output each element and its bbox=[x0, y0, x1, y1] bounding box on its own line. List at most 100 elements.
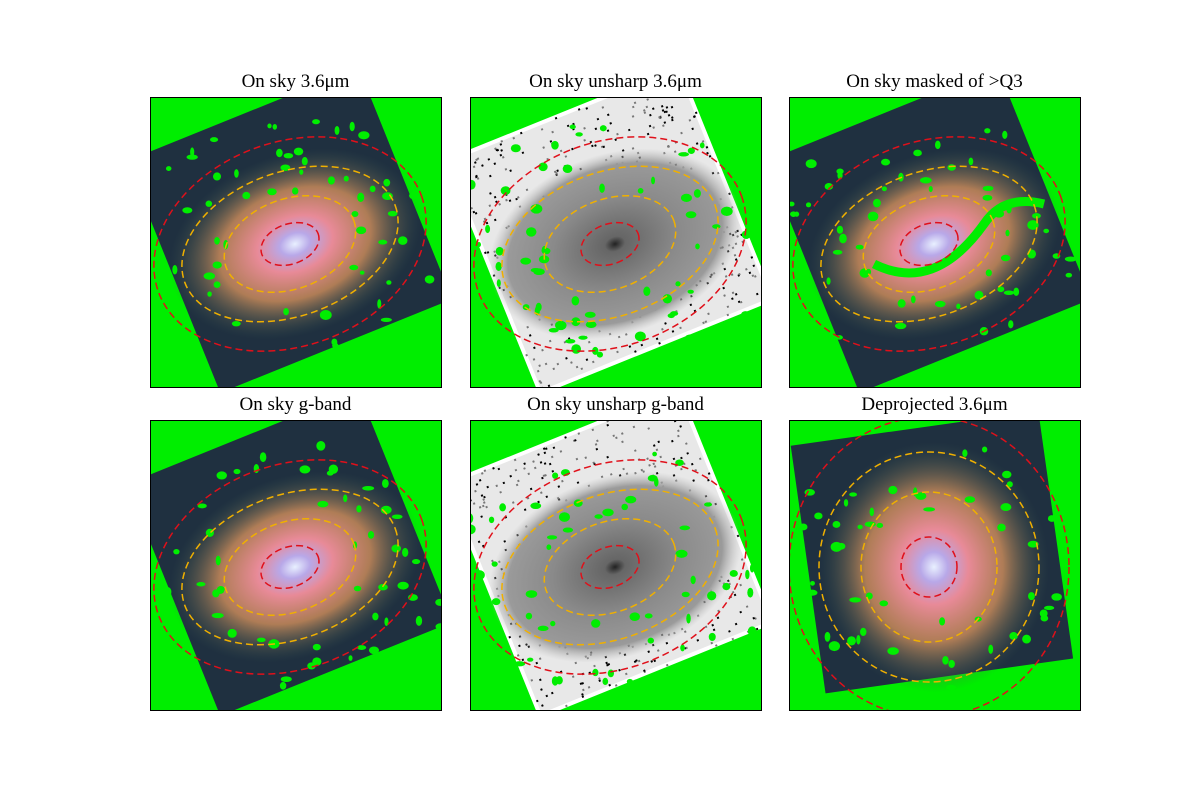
noise bbox=[616, 350, 619, 354]
noise bbox=[734, 622, 738, 626]
noise bbox=[731, 637, 735, 641]
panel-frame bbox=[150, 420, 442, 711]
noise bbox=[511, 501, 515, 504]
mask-blob bbox=[163, 586, 172, 597]
noise bbox=[509, 169, 512, 172]
mask-blob bbox=[1028, 592, 1035, 601]
noise bbox=[538, 657, 542, 660]
fit-ellipse bbox=[792, 136, 1066, 352]
noise bbox=[680, 131, 683, 135]
noise bbox=[474, 161, 477, 164]
noise bbox=[487, 158, 491, 161]
mask-blob bbox=[894, 322, 907, 330]
mask-blob bbox=[231, 320, 241, 327]
mask-blob bbox=[216, 471, 227, 480]
fit-ellipse bbox=[181, 488, 399, 646]
mask-blob bbox=[720, 206, 733, 217]
noise bbox=[542, 146, 545, 149]
mask-blob bbox=[708, 632, 716, 642]
noise bbox=[587, 340, 591, 344]
noise bbox=[647, 650, 651, 653]
noise bbox=[712, 628, 716, 632]
noise bbox=[702, 321, 705, 325]
mask-blob bbox=[259, 452, 267, 463]
mask-blob bbox=[173, 548, 180, 555]
mask-blob bbox=[356, 645, 367, 650]
mask-blob bbox=[637, 187, 644, 194]
mask-blob bbox=[401, 160, 413, 171]
mask-blob bbox=[681, 591, 690, 598]
mask-blob bbox=[864, 521, 876, 527]
mask-blob bbox=[212, 261, 222, 269]
noise bbox=[494, 147, 497, 150]
noise bbox=[478, 479, 482, 482]
noise bbox=[556, 362, 560, 366]
mask-blob bbox=[280, 676, 292, 683]
mask-blob bbox=[644, 613, 653, 619]
noise bbox=[661, 328, 664, 331]
mask-blob bbox=[772, 218, 784, 222]
mask-blob bbox=[343, 175, 349, 182]
noise bbox=[575, 457, 579, 461]
mask-blob bbox=[571, 317, 581, 327]
fit-ellipse bbox=[860, 491, 998, 643]
mask-blob bbox=[720, 322, 731, 332]
fit-ellipse bbox=[473, 136, 747, 352]
noise bbox=[614, 684, 618, 687]
mask-blob bbox=[997, 286, 1005, 293]
noise bbox=[614, 138, 618, 141]
mask-blob bbox=[654, 477, 659, 487]
noise bbox=[640, 468, 644, 472]
mask-blob bbox=[997, 523, 1006, 532]
mask-blob bbox=[391, 544, 402, 553]
noise bbox=[528, 334, 532, 337]
noise bbox=[598, 677, 601, 680]
mask-blob bbox=[1022, 634, 1031, 644]
mask-blob bbox=[548, 328, 559, 333]
noise bbox=[745, 605, 749, 608]
noise bbox=[751, 274, 755, 278]
noise bbox=[622, 467, 625, 471]
mask-blob bbox=[378, 239, 388, 245]
mask-blob bbox=[292, 187, 299, 195]
mask-blob bbox=[695, 243, 700, 250]
mask-blob bbox=[242, 191, 251, 200]
noise bbox=[543, 451, 547, 455]
noise bbox=[585, 107, 589, 110]
noise bbox=[615, 436, 618, 440]
noise bbox=[475, 174, 478, 178]
mask-blob bbox=[470, 254, 474, 262]
mask-blob bbox=[397, 581, 409, 590]
noise bbox=[726, 313, 730, 317]
noise bbox=[672, 457, 676, 461]
noise bbox=[643, 669, 646, 672]
mask-blob bbox=[476, 242, 481, 248]
noise bbox=[634, 350, 637, 353]
noise bbox=[495, 484, 499, 488]
noise bbox=[739, 583, 742, 587]
mask-blob bbox=[555, 676, 563, 685]
noise bbox=[538, 364, 541, 367]
panel bbox=[466, 97, 761, 387]
noise bbox=[679, 425, 682, 428]
mask-blob bbox=[301, 157, 308, 166]
mask-blob bbox=[216, 586, 225, 593]
mask-blob bbox=[982, 185, 994, 191]
noise bbox=[745, 267, 748, 271]
mask-blob bbox=[571, 344, 582, 354]
galaxy-glow bbox=[819, 442, 1049, 692]
mask-blob bbox=[596, 351, 604, 358]
mask-blob bbox=[722, 582, 731, 591]
mask-blob bbox=[712, 224, 721, 229]
mask-blob bbox=[934, 140, 941, 150]
noise bbox=[594, 127, 598, 131]
noise bbox=[466, 178, 469, 181]
mask-blob bbox=[1004, 338, 1014, 346]
noise bbox=[515, 197, 518, 201]
noise bbox=[545, 447, 548, 450]
mask-blob bbox=[317, 500, 329, 508]
mask-blob bbox=[968, 157, 974, 166]
noise bbox=[730, 273, 734, 276]
noise bbox=[731, 297, 734, 301]
noise bbox=[690, 462, 694, 466]
